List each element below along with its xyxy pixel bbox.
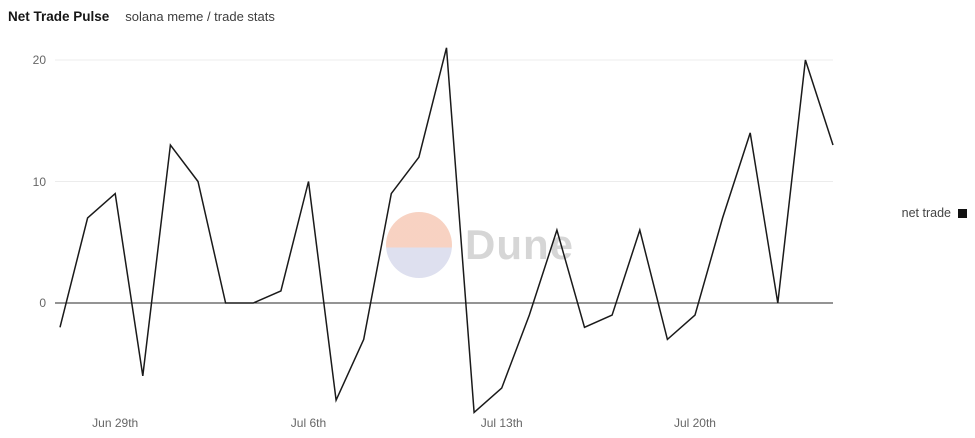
dune-watermark-text: Dune: [465, 221, 574, 268]
legend-label: net trade: [901, 206, 951, 220]
net-trade-line[interactable]: [59, 47, 834, 414]
chart-header: Net Trade Pulse solana meme / trade stats: [8, 8, 275, 26]
chart-subtitle: solana meme / trade stats: [125, 9, 275, 24]
legend-item-net-trade[interactable]: net trade: [902, 206, 967, 220]
dune-watermark: Dune: [386, 212, 574, 278]
gridlines: [55, 59, 833, 182]
chart-title: Net Trade Pulse: [8, 9, 110, 24]
dune-logo-icon: [386, 212, 452, 278]
legend-swatch-icon: [958, 208, 967, 218]
